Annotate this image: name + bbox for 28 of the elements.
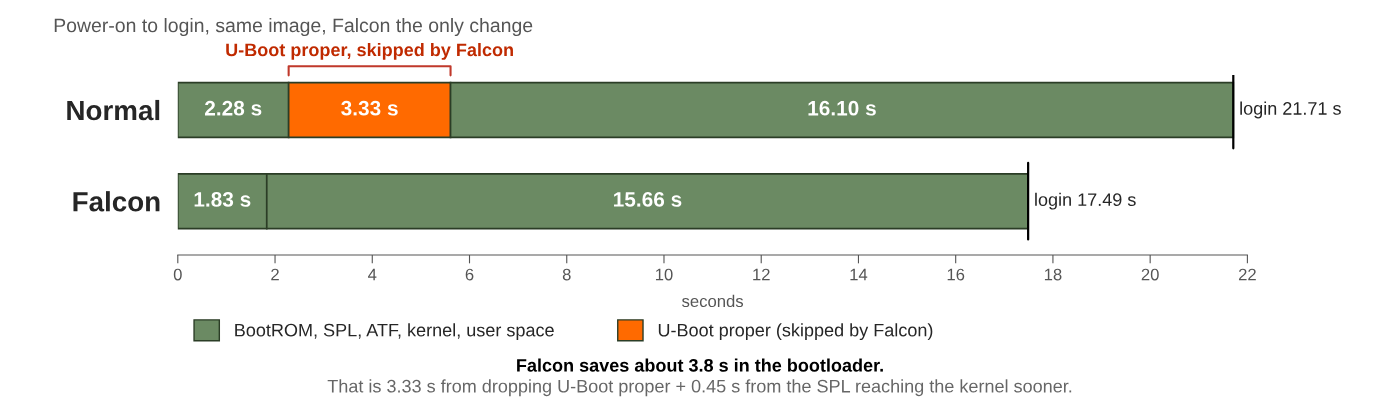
text: U-Boot proper, skipped by Falcon <box>226 43 513 60</box>
chart-title: Power-on to login, same image, Falcon the only change <box>54 17 533 37</box>
x-tick-label: 4 <box>368 268 377 281</box>
legend-label: U-Boot proper (skipped by Falcon) <box>658 323 933 341</box>
x-tick-label: 18 <box>1044 268 1062 281</box>
x-tick-label: 0 <box>173 268 182 281</box>
data-label: 3.33 s <box>341 100 398 116</box>
x-tick-label: 2 <box>271 268 279 281</box>
x-tick-label: 20 <box>1141 268 1159 281</box>
text: That is 3.33 s from dropping U-Boot proper + 0.45 s from the SPL reaching the kernel sooner. <box>327 379 1072 397</box>
legend-label: BootROM, SPL, ATF, kernel, user space <box>235 323 554 341</box>
y-tick-label: Falcon <box>73 191 160 212</box>
data-label: 2.28 s <box>204 100 262 116</box>
x-tick-label: 16 <box>947 268 965 281</box>
x-tick-label: 6 <box>465 268 474 281</box>
x-axis-title: seconds <box>682 294 744 308</box>
x-tick-label: 22 <box>1238 268 1256 281</box>
text: Falcon saves about 3.8 s in the bootloader. <box>517 358 883 372</box>
total-label: login 21.71 s <box>1240 101 1341 119</box>
x-tick-label: 10 <box>655 268 673 281</box>
data-label: 1.83 s <box>194 192 251 207</box>
data-label: 16.10 s <box>808 100 876 116</box>
x-tick-label: 8 <box>562 268 571 281</box>
x-tick-label: 12 <box>753 268 770 281</box>
total-label: login 17.49 s <box>1035 192 1136 210</box>
x-tick-label: 14 <box>850 268 868 281</box>
y-tick-label: Normal <box>67 99 160 121</box>
data-label: 15.66 s <box>614 192 682 207</box>
